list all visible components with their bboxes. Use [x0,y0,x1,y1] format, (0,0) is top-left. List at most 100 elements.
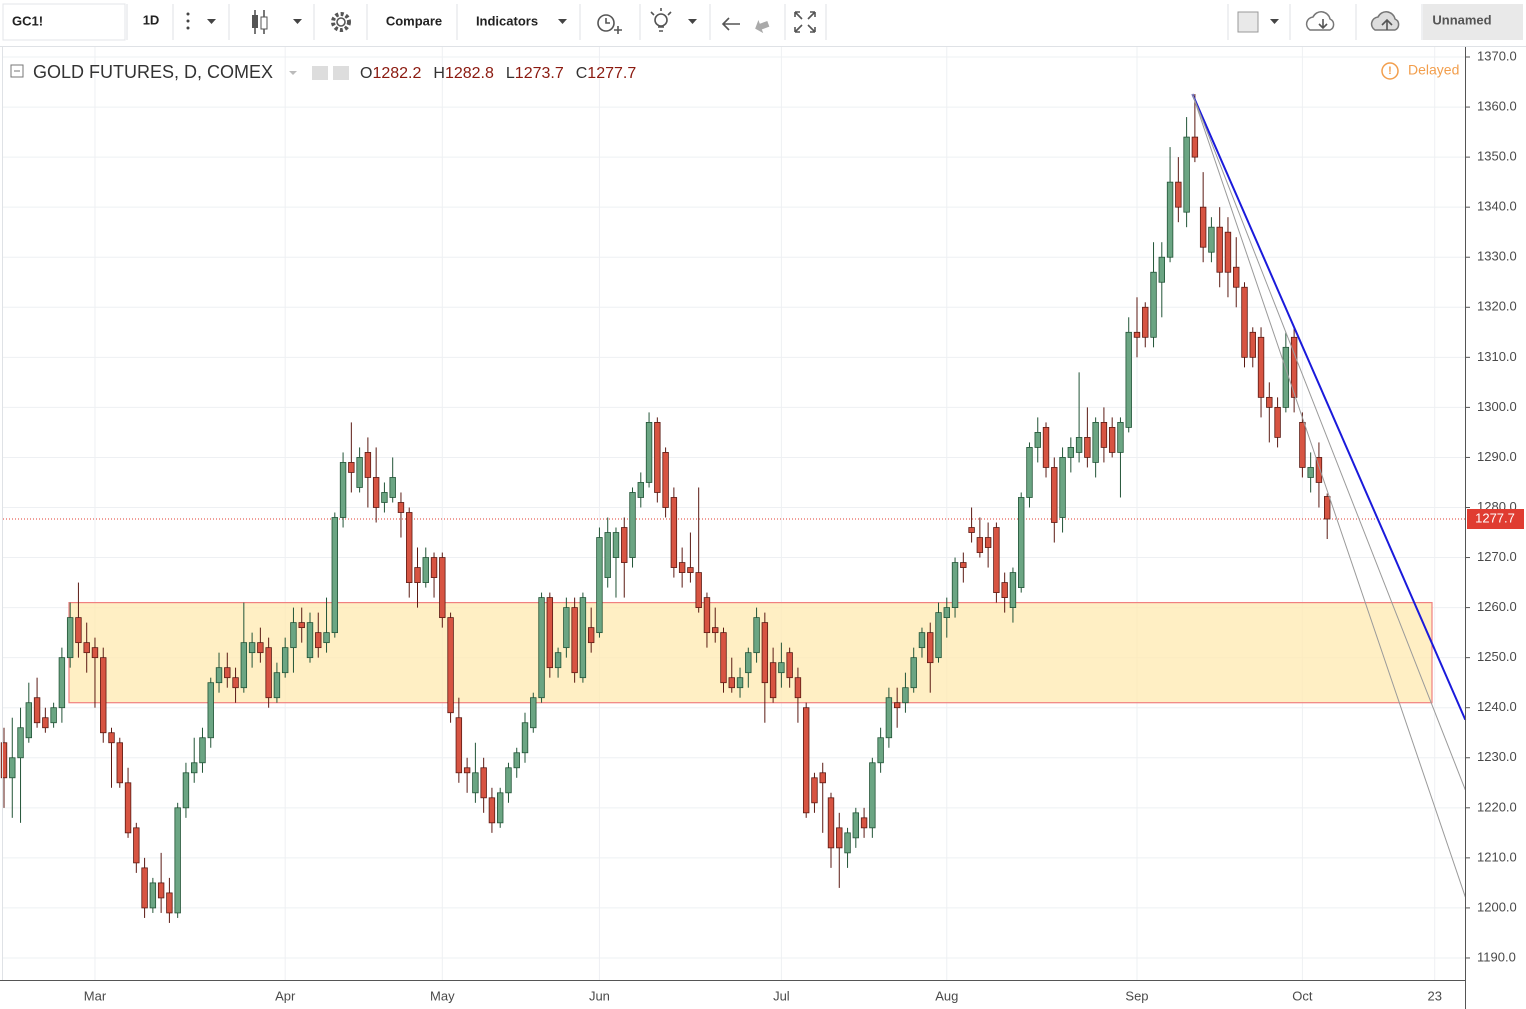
settings-icon[interactable] [331,12,351,32]
delayed-status: Delayed [1408,62,1459,78]
candle-body [902,687,909,704]
ideas-icon[interactable] [650,8,672,32]
y-tick-label: 1350.0 [1477,149,1517,164]
candle-body [976,537,984,553]
candle-body [488,797,496,824]
candle-body [1150,271,1157,338]
candle-body [927,632,934,664]
candle-body [802,707,810,814]
candle-body [703,597,711,634]
candle-body [943,607,950,619]
candle-body [745,652,752,674]
candle-body [1257,336,1265,398]
candle-body [1092,422,1099,463]
collapse-box[interactable] [10,64,24,78]
candle-body [323,632,330,644]
candle-body [670,497,678,568]
candle-body [753,617,760,654]
candle-body [397,502,405,513]
candle-body [1142,306,1149,338]
candle-body [472,772,479,794]
candle-body [720,632,727,684]
alert-icon[interactable] [597,14,622,34]
candle-body [645,422,653,483]
candle-body [1216,226,1223,273]
candle-body [521,722,529,754]
candle-body [918,632,926,649]
compare-button[interactable]: Compare [386,13,442,28]
candle-body [1059,457,1066,518]
candle-body [348,462,355,473]
y-tick-label: 1270.0 [1477,549,1517,564]
dropdown-arrows[interactable] [186,12,1280,30]
candle-body [629,492,636,558]
candle-body [224,667,231,679]
interval[interactable]: 1D [143,12,160,27]
candle-body [951,562,959,609]
candle-body [1290,336,1298,398]
legend-header: GOLD FUTURES, D, COMEX O1282.2 H1282.8 L12… [10,62,1459,82]
candle-body [877,737,884,764]
x-tick-label: May [430,988,455,1003]
candle-body [621,527,628,563]
symbol-box[interactable] [2,3,126,41]
candle-body [182,772,190,809]
candle-body [960,562,967,568]
candle-body [1009,572,1017,609]
color-box[interactable] [1237,11,1259,33]
candle-body [331,517,338,634]
candle-body [984,537,992,548]
ohlc-value: 1282.8 [445,65,494,82]
symbol[interactable]: GC1! [12,13,43,28]
undo-redo[interactable] [721,17,771,35]
y-tick-label: 1320.0 [1477,299,1517,314]
y-tick-label: 1300.0 [1477,399,1517,414]
candle-body [265,647,272,699]
layout-box[interactable] [1423,4,1523,40]
candle-body [124,782,132,834]
last-price-label: 1277.7 [1475,510,1515,525]
candle-icon[interactable] [252,10,268,34]
title-arrow[interactable] [289,71,297,75]
candle-body [893,702,901,709]
candle-body [91,647,99,659]
candle-body [968,527,975,533]
candle-body [364,452,372,478]
candle-body [1175,181,1182,208]
candle-body [455,717,463,774]
candle-body [530,697,537,729]
layout-name[interactable]: Unnamed [1432,12,1491,27]
candle-body [687,567,694,573]
candle-body [273,672,281,699]
x-tick-label: Oct [1292,988,1313,1003]
candle-body [480,767,487,799]
candle-body [587,627,595,644]
candle-body [513,752,520,769]
candle-body [0,742,8,779]
candle-body [637,482,644,498]
candle-body [315,632,322,649]
candle-body [1249,331,1256,358]
candle-body [298,622,305,629]
candle-body [860,817,868,829]
toolbar: GC1! 1D Compare Indicators [0,0,1526,47]
indicators-button[interactable]: Indicators [476,13,538,28]
candle-body [1208,226,1215,253]
trend-line [1191,93,1466,898]
candle-body [910,657,917,689]
candle-body [604,532,611,578]
cloud-icons[interactable] [1305,11,1400,31]
candle-body [141,867,148,909]
candle-body [654,422,661,493]
candle-body [414,567,421,583]
gear-icon[interactable] [333,66,349,80]
ohlc-value: 1273.7 [515,65,564,82]
chart-title: GOLD FUTURES, D, COMEX [33,62,273,82]
fullscreen-icon[interactable] [794,11,816,33]
candle-body [430,557,438,578]
candle-body [993,527,1000,593]
eye-icon[interactable] [312,66,328,80]
y-tick-label: 1310.0 [1477,349,1517,364]
candle-body [1051,467,1058,523]
